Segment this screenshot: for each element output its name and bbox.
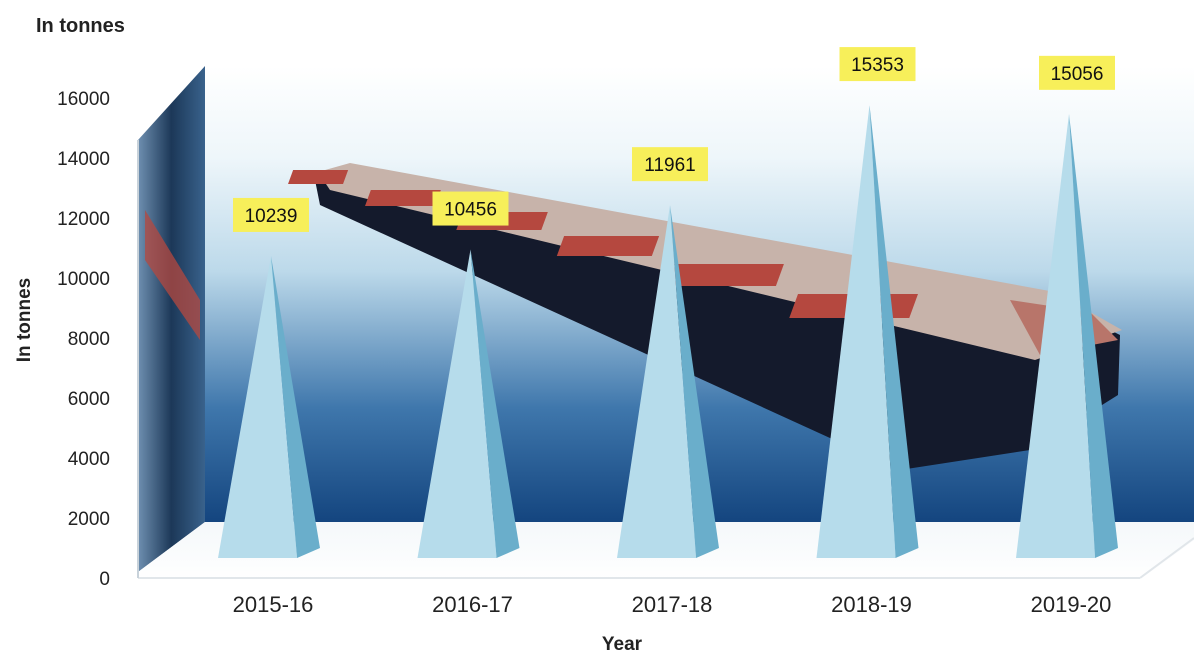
- y-tick-label: 16000: [57, 89, 110, 110]
- cargo-hatch: [665, 264, 784, 286]
- data-label: 10456: [432, 191, 509, 226]
- bar: [417, 249, 520, 558]
- x-tick-label: 2018-19: [831, 592, 912, 617]
- bar: [816, 105, 919, 559]
- bar-side-face: [470, 249, 520, 558]
- x-tick-label: 2015-16: [233, 592, 314, 617]
- y-axis-ticks: 0 2000 4000 6000 8000 10000 12000 14000 16000: [57, 89, 110, 590]
- data-label-background: [1039, 55, 1115, 90]
- data-label-background: [632, 147, 708, 182]
- bars: 10239 10456 11961 15353 15056: [218, 47, 1118, 559]
- cargo-hatch: [288, 170, 349, 184]
- cargo-hatch: [365, 190, 441, 206]
- data-label-background: [233, 197, 309, 232]
- y-tick-label: 14000: [57, 149, 110, 170]
- bar-front-face: [218, 255, 298, 558]
- cargo-hatch: [556, 236, 660, 256]
- bar-side-face: [271, 255, 320, 558]
- data-label: 10239: [233, 197, 309, 232]
- y-tick-label: 2000: [68, 509, 110, 530]
- data-label-text: 10456: [444, 200, 497, 221]
- y-tick-label: 0: [99, 569, 110, 590]
- bar-side-face: [670, 205, 719, 558]
- side-wall: [138, 66, 205, 572]
- y-tick-label: 6000: [68, 389, 110, 410]
- bar: [1016, 113, 1118, 559]
- data-label-background: [432, 191, 509, 226]
- y-tick-label: 12000: [57, 209, 110, 230]
- chart-title: In tonnes: [36, 15, 125, 37]
- data-label: 11961: [632, 147, 708, 182]
- bar-side-face: [869, 105, 919, 559]
- bar-side-face: [1069, 113, 1118, 559]
- x-tick-label: 2016-17: [432, 592, 513, 617]
- x-axis-label: Year: [602, 634, 643, 655]
- data-label-text: 15353: [851, 55, 904, 76]
- x-tick-label: 2019-20: [1031, 592, 1112, 617]
- data-label-text: 10239: [245, 206, 298, 227]
- data-label: 15353: [839, 47, 916, 82]
- y-tick-label: 4000: [68, 449, 110, 470]
- floor-edge: [1139, 537, 1194, 579]
- x-tick-label: 2017-18: [632, 592, 713, 617]
- data-label-background: [839, 47, 916, 82]
- y-tick-label: 8000: [68, 329, 110, 350]
- bar-front-face: [617, 205, 697, 558]
- y-tick-label: 10000: [57, 269, 110, 290]
- y-axis-label: In tonnes: [14, 278, 35, 362]
- data-label-text: 15056: [1051, 64, 1104, 85]
- bar-front-face: [417, 249, 497, 558]
- side-wall-ship-stripe: [145, 210, 200, 340]
- x-axis-ticks: 2015-16 2016-17 2017-18 2018-19 2019-20: [233, 592, 1112, 617]
- bar-front-face: [816, 105, 896, 559]
- bar-front-face: [1016, 113, 1096, 559]
- data-label: 15056: [1039, 55, 1115, 90]
- bar: [617, 205, 719, 558]
- ship-hull: [315, 170, 1120, 470]
- bar: [218, 255, 320, 558]
- data-label-text: 11961: [644, 155, 695, 176]
